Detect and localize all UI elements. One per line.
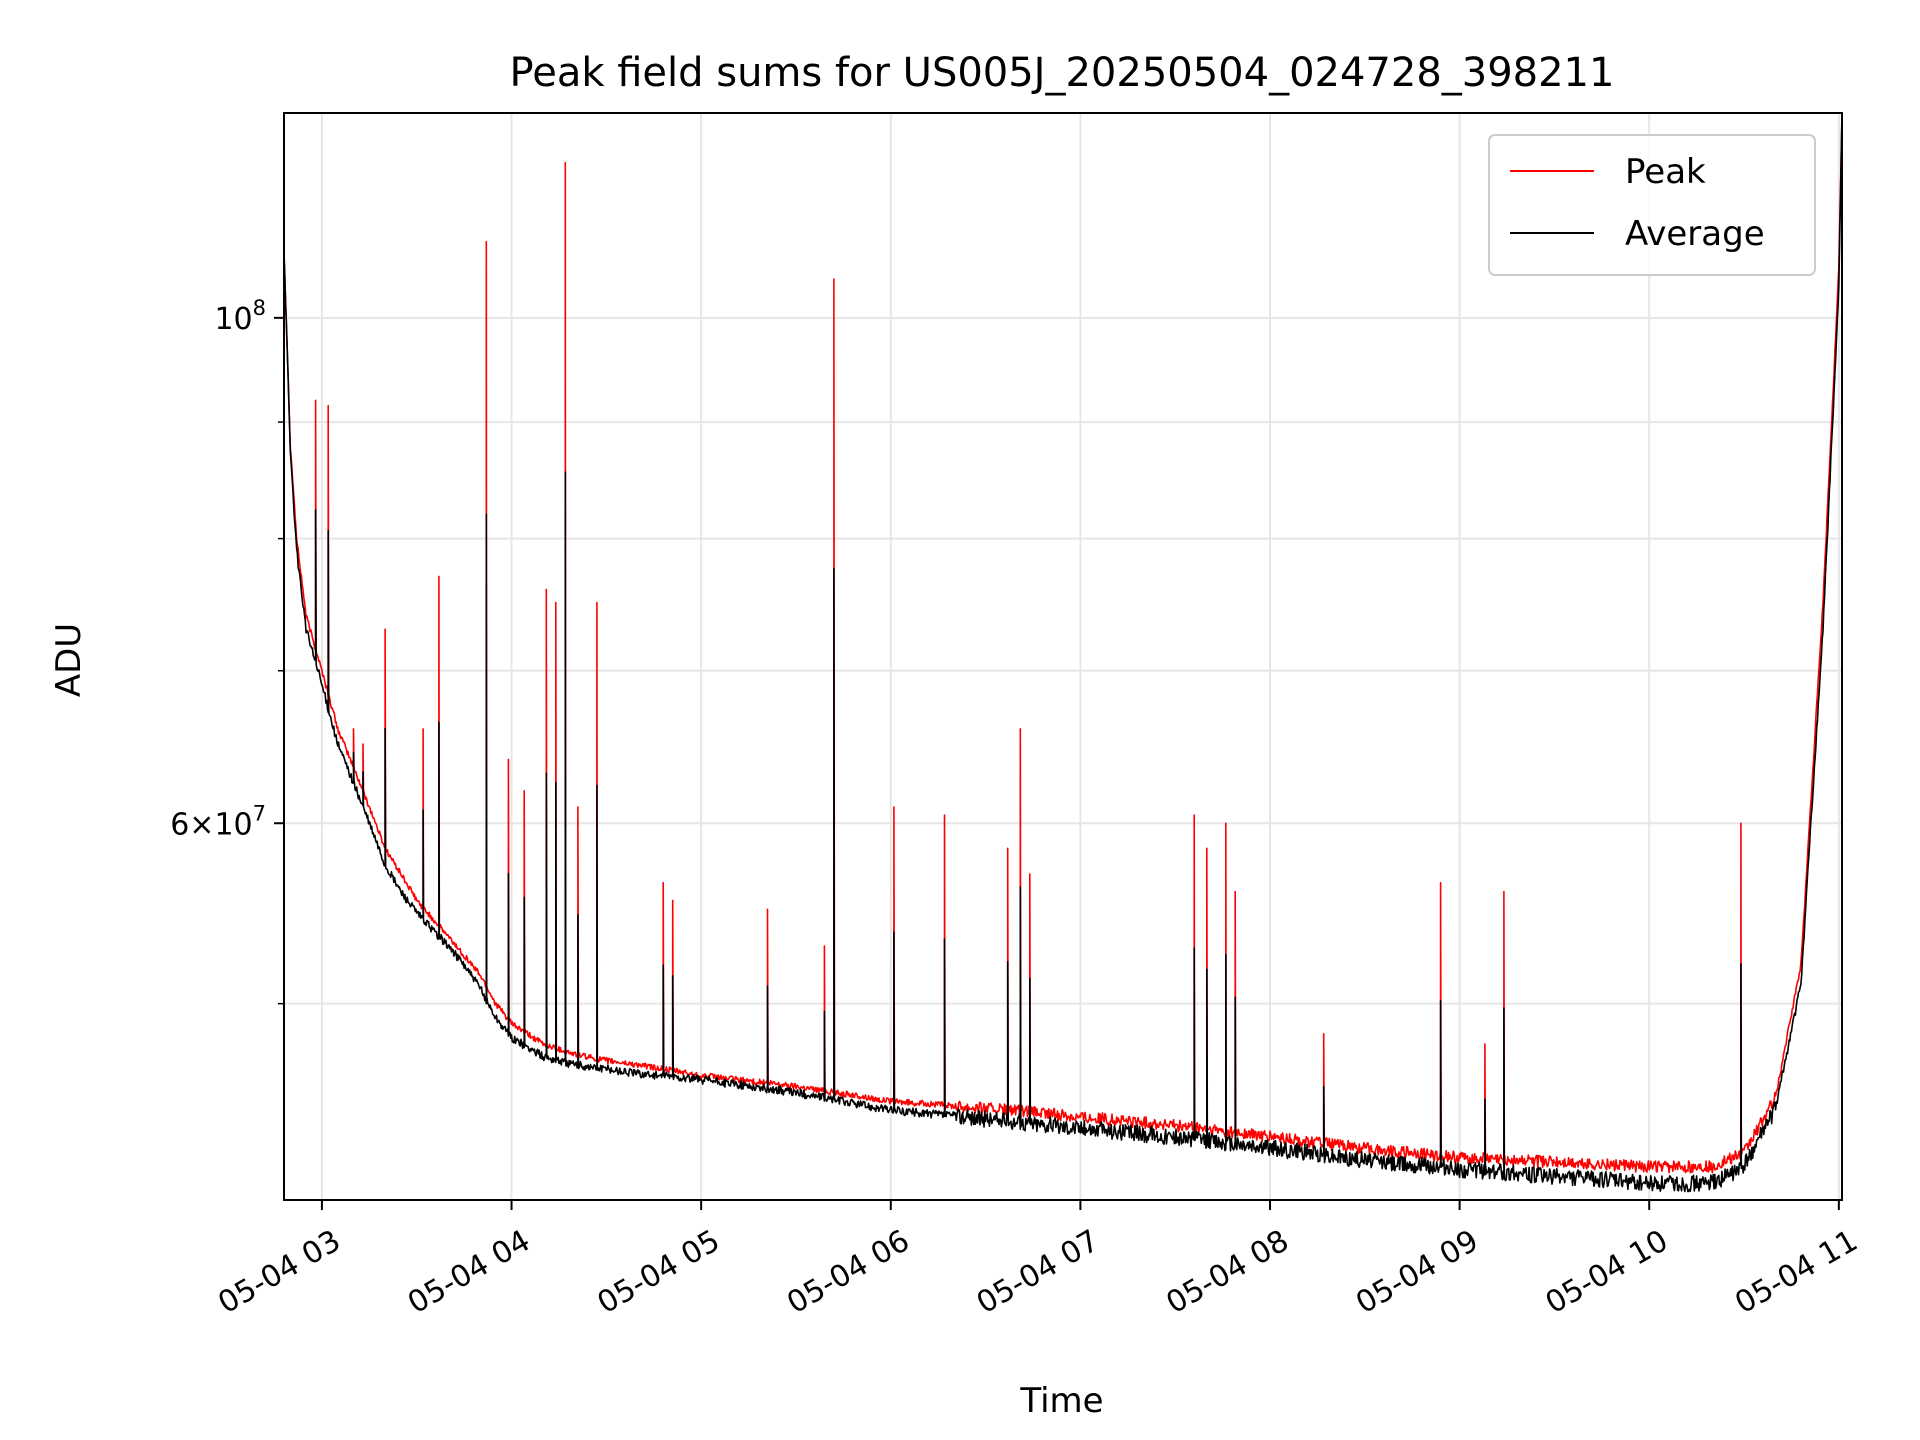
y-tick-label: 6×107 [170, 801, 266, 842]
legend-average-label: Average [1625, 214, 1765, 254]
plot-area [284, 113, 1842, 1193]
chart-title: Peak field sums for US005J_20250504_0247… [510, 50, 1615, 96]
series-layer [284, 113, 1842, 1193]
x-axis-label: Time [1019, 1381, 1103, 1421]
plot-frame [283, 112, 1843, 1201]
legend-peak-label: Peak [1625, 152, 1706, 192]
average-series-line [284, 113, 1842, 1193]
legend: Peak Average [1488, 134, 1816, 276]
peak-series-line [284, 114, 1842, 1174]
y-axis: 108 6×107 [170, 296, 284, 1005]
y-tick-label: 108 [214, 296, 266, 337]
y-axis-label: ADU [49, 623, 89, 697]
